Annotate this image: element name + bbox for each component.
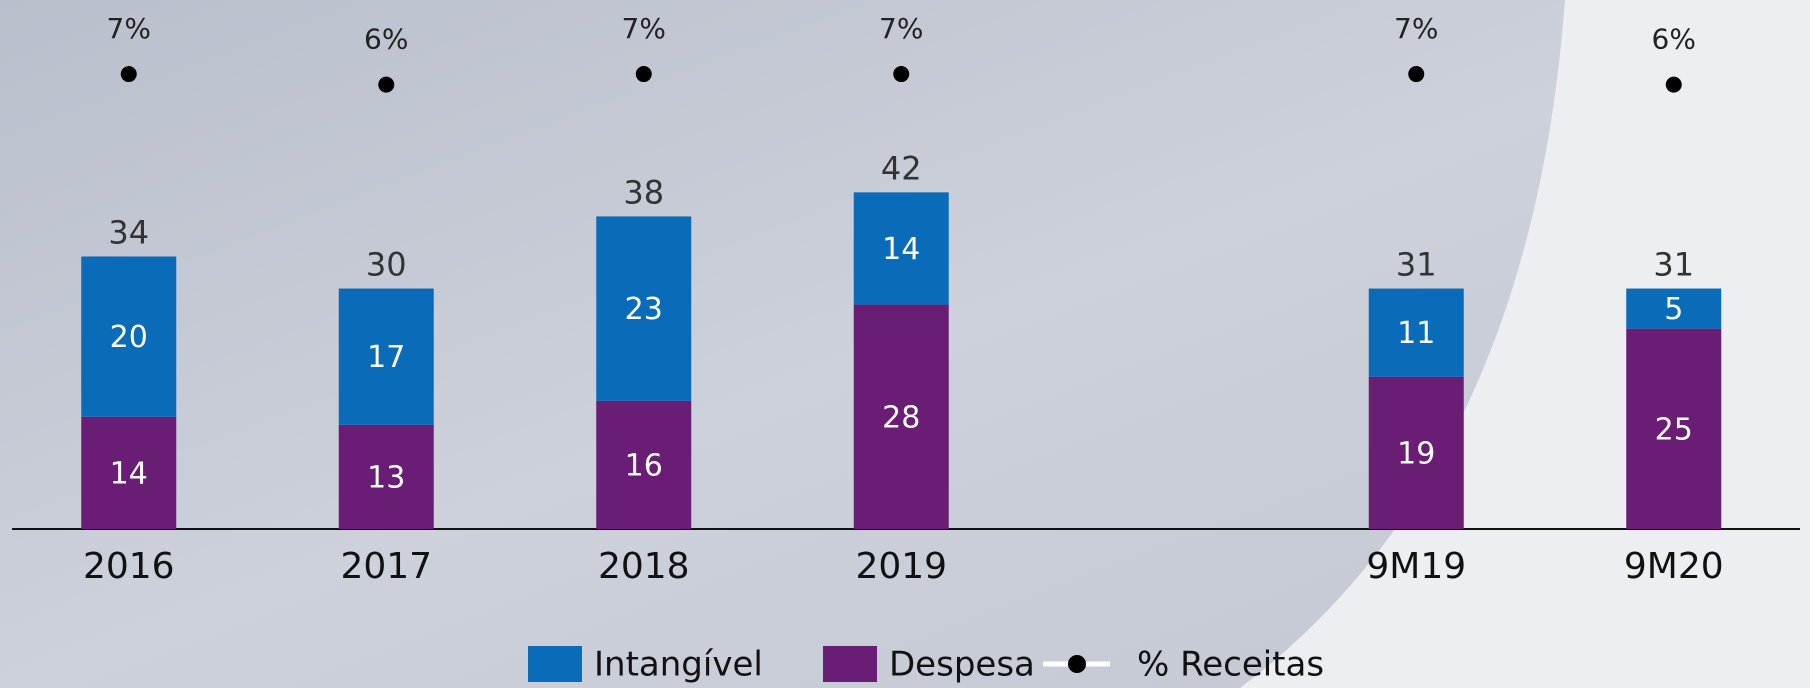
line-marker: [1666, 77, 1682, 93]
x-tick-label: 2017: [340, 546, 432, 587]
marker-label: 6%: [1652, 23, 1696, 56]
x-tick-label: 2018: [598, 546, 690, 587]
line-marker: [893, 66, 909, 82]
segment-label: 19: [1397, 436, 1435, 471]
segment-label: 20: [110, 320, 148, 355]
chart: 2016 14 20 34 2017 13 17 30 2018 16 23 38 2019 28 14 42…: [0, 0, 1810, 688]
marker-label: 7%: [622, 12, 666, 45]
marker-label: 7%: [879, 12, 923, 45]
segment-label: 14: [110, 456, 148, 491]
total-label: 38: [623, 173, 664, 211]
total-label: 34: [108, 213, 149, 251]
x-tick-label: 2016: [83, 546, 175, 587]
total-label: 31: [1653, 246, 1694, 284]
segment-label: 28: [882, 400, 920, 435]
x-tick-label: 2019: [855, 546, 947, 587]
legend-swatch: [823, 646, 877, 682]
total-label: 30: [366, 246, 407, 284]
marker-label: 7%: [1394, 12, 1438, 45]
segment-label: 14: [882, 232, 920, 267]
segment-label: 25: [1655, 412, 1693, 447]
marker-label: 7%: [107, 12, 151, 45]
legend-label: Despesa: [889, 645, 1035, 685]
legend-swatch: [528, 646, 582, 682]
segment-label: 16: [625, 448, 663, 483]
segment-label: 17: [367, 340, 405, 375]
segment-label: 13: [367, 460, 405, 495]
legend-label: % Receitas: [1137, 645, 1324, 685]
line-marker: [121, 66, 137, 82]
line-marker: [636, 66, 652, 82]
legend-label: Intangível: [594, 645, 763, 685]
marker-label: 6%: [364, 23, 408, 56]
total-label: 42: [881, 149, 922, 187]
x-tick-label: 9M20: [1624, 546, 1724, 587]
legend-marker: [1068, 655, 1086, 673]
segment-label: 5: [1664, 292, 1683, 327]
page: 2016 14 20 34 2017 13 17 30 2018 16 23 38 2019 28 14 42…: [0, 0, 1810, 688]
line-marker: [378, 77, 394, 93]
segment-label: 23: [625, 292, 663, 327]
line-marker: [1408, 66, 1424, 82]
x-tick-label: 9M19: [1366, 546, 1466, 587]
segment-label: 11: [1397, 316, 1435, 351]
total-label: 31: [1396, 246, 1437, 284]
